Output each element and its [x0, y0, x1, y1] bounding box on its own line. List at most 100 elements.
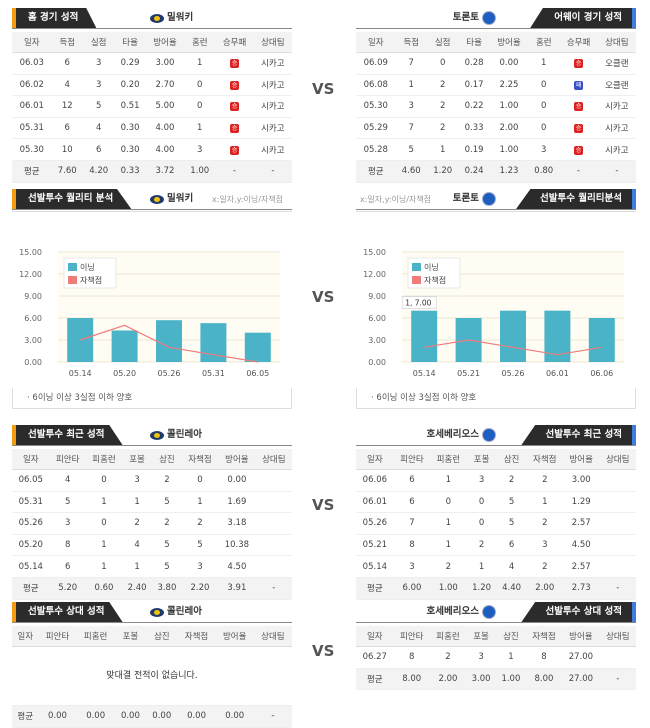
average-cell: -	[599, 667, 636, 691]
table-cell: 06.09	[356, 52, 396, 75]
table-row: 06.01 6 0 0 5 1 1.29	[356, 491, 636, 514]
table-cell: 0.17	[458, 74, 490, 97]
table-cell	[255, 491, 292, 514]
table-cell: 8	[393, 646, 430, 669]
table-cell: 1	[184, 117, 216, 140]
column-header: 삼진	[496, 449, 527, 470]
bluejays-logo-icon	[482, 192, 496, 206]
table-cell: 시카고	[253, 74, 292, 97]
column-header: 실점	[426, 32, 459, 53]
table-cell: 10.38	[218, 534, 256, 557]
table-cell: 3	[49, 512, 86, 535]
table-cell: 시카고	[253, 138, 292, 161]
average-cell: -	[559, 159, 598, 183]
vs-label-4: VS	[312, 642, 335, 660]
average-cell: 1.00	[430, 576, 467, 600]
table-cell: 1	[426, 138, 459, 161]
table-cell: 3	[184, 138, 216, 161]
table-cell: 2.70	[145, 74, 185, 97]
average-cell: 2.40	[122, 576, 152, 600]
table-row: 06.03 6 3 0.29 3.00 1 승 시카고	[12, 52, 292, 75]
average-cell: 0.33	[114, 159, 146, 183]
table-cell: 0.30	[114, 117, 146, 140]
bar	[411, 310, 438, 362]
away-record-panel: 토론토 어웨이 경기 성적 일자 득점 실점 타율 방어율 홈런 승무패 상대팀 06.09 7 0…	[356, 8, 636, 183]
table-cell: 1	[395, 74, 427, 97]
table-cell: 3.00	[145, 52, 185, 75]
column-header: 삼진	[495, 626, 526, 647]
table-cell: 7	[393, 512, 431, 535]
table-cell: 0.19	[458, 138, 490, 161]
table-cell: 시카고	[253, 117, 292, 140]
bluejays-logo-icon	[482, 605, 496, 619]
table-row: 05.26 7 1 0 5 2 2.57	[356, 512, 636, 535]
table-cell: 3	[466, 469, 497, 492]
quality-left-panel: 선발투수 퀄리티 분석 밀워키 x:일자,y:이닝/자책점 15.00 12.00…	[12, 189, 292, 409]
table-cell	[599, 534, 636, 557]
home-record-table: 일자 득점 실점 타율 방어율 홈런 승무패 상대팀 06.03 6 3 0.29 3.00 1 승 시카고 0…	[12, 32, 292, 183]
column-header: 피안타	[393, 449, 431, 470]
table-cell: 오클랜	[597, 52, 636, 75]
column-header: 포볼	[122, 449, 152, 470]
x-tick-label: 05.20	[113, 369, 136, 378]
column-header: 포볼	[466, 449, 497, 470]
column-header: 승무패	[559, 32, 598, 53]
result-cell: 승	[559, 117, 598, 140]
table-cell: 3	[181, 555, 219, 578]
table-cell: 0	[181, 469, 219, 492]
table-row: 06.08 1 2 0.17 2.25 0 패 오클랜	[356, 74, 636, 97]
away-team-name: 토론토	[452, 12, 479, 23]
table-cell: 6	[51, 52, 83, 75]
table-cell: 0	[85, 469, 123, 492]
quality-left-svg: 15.00 12.00 9.00 6.00 3.00 0.00 05.14 05.20 05.2…	[19, 248, 280, 378]
table-cell: 3.00	[563, 469, 600, 492]
average-cell: 0.00	[177, 705, 216, 728]
average-cell: 8.00	[525, 667, 563, 691]
brewers-logo-icon	[150, 430, 164, 440]
away-record-table: 일자 득점 실점 타율 방어율 홈런 승무패 상대팀 06.09 7 0 0.28 0.00 1 승 오클랜 0…	[356, 32, 636, 183]
average-cell: 0.00	[215, 705, 254, 728]
average-cell: 평균	[356, 667, 394, 691]
table-cell	[599, 646, 636, 669]
table-cell: 4.50	[563, 534, 600, 557]
table-row: 05.29 7 2 0.33 2.00 0 승 시카고	[356, 117, 636, 140]
average-cell: 3.80	[151, 576, 182, 600]
table-row: 05.30 10 6 0.30 4.00 3 승 시카고	[12, 138, 292, 161]
table-row: 05.14 3 2 1 4 2 2.57	[356, 555, 636, 578]
table-cell: 1	[122, 491, 152, 514]
table-cell: 0	[528, 95, 560, 118]
column-header: 득점	[51, 32, 83, 53]
table-cell: 2	[429, 646, 467, 669]
average-cell: -	[597, 159, 636, 183]
column-header: 피홈런	[76, 626, 115, 647]
table-cell: 6	[82, 138, 115, 161]
quality-left-title: 선발투수 퀄리티 분석	[12, 189, 132, 209]
bar	[156, 320, 182, 362]
x-tick-label: 05.14	[413, 369, 436, 378]
average-cell: 3.72	[145, 159, 185, 183]
average-cell: 3.91	[218, 576, 256, 600]
column-header: 피안타	[38, 626, 77, 647]
recent-left-title: 선발투수 최근 성적	[12, 425, 123, 445]
column-header: 삼진	[151, 449, 182, 470]
result-cell: 승	[215, 52, 254, 75]
table-cell: 5	[496, 491, 527, 514]
win-badge: 승	[230, 124, 240, 134]
table-cell: 05.31	[12, 117, 52, 140]
table-cell: 3	[82, 52, 115, 75]
average-cell: 4.40	[496, 576, 527, 600]
column-header: 포볼	[466, 626, 496, 647]
y-tick-label: 0.00	[24, 358, 42, 367]
table-cell: 2	[122, 512, 152, 535]
table-cell: 3	[528, 138, 560, 161]
vs-right-panel: 호세베리오스 선발투수 상대 성적 일자 피안타 피홈런 포볼 삼진 자책점 방어율 상대팀 0…	[356, 602, 636, 691]
average-row: 평균 0.00 0.00 0.00 0.00 0.00 0.00-	[12, 705, 292, 728]
legend-swatch	[412, 263, 421, 271]
table-cell: 8	[393, 534, 431, 557]
table-row: 05.31 5 1 1 5 1 1.69	[12, 491, 292, 514]
legend-label: 이닝	[424, 262, 439, 272]
table-cell: 6	[496, 534, 527, 557]
recent-right-table: 일자 피안타 피홈런 포볼 삼진 자책점 방어율 상대팀 06.06 6 1 3 2 2 3.00 06.01…	[356, 449, 636, 600]
